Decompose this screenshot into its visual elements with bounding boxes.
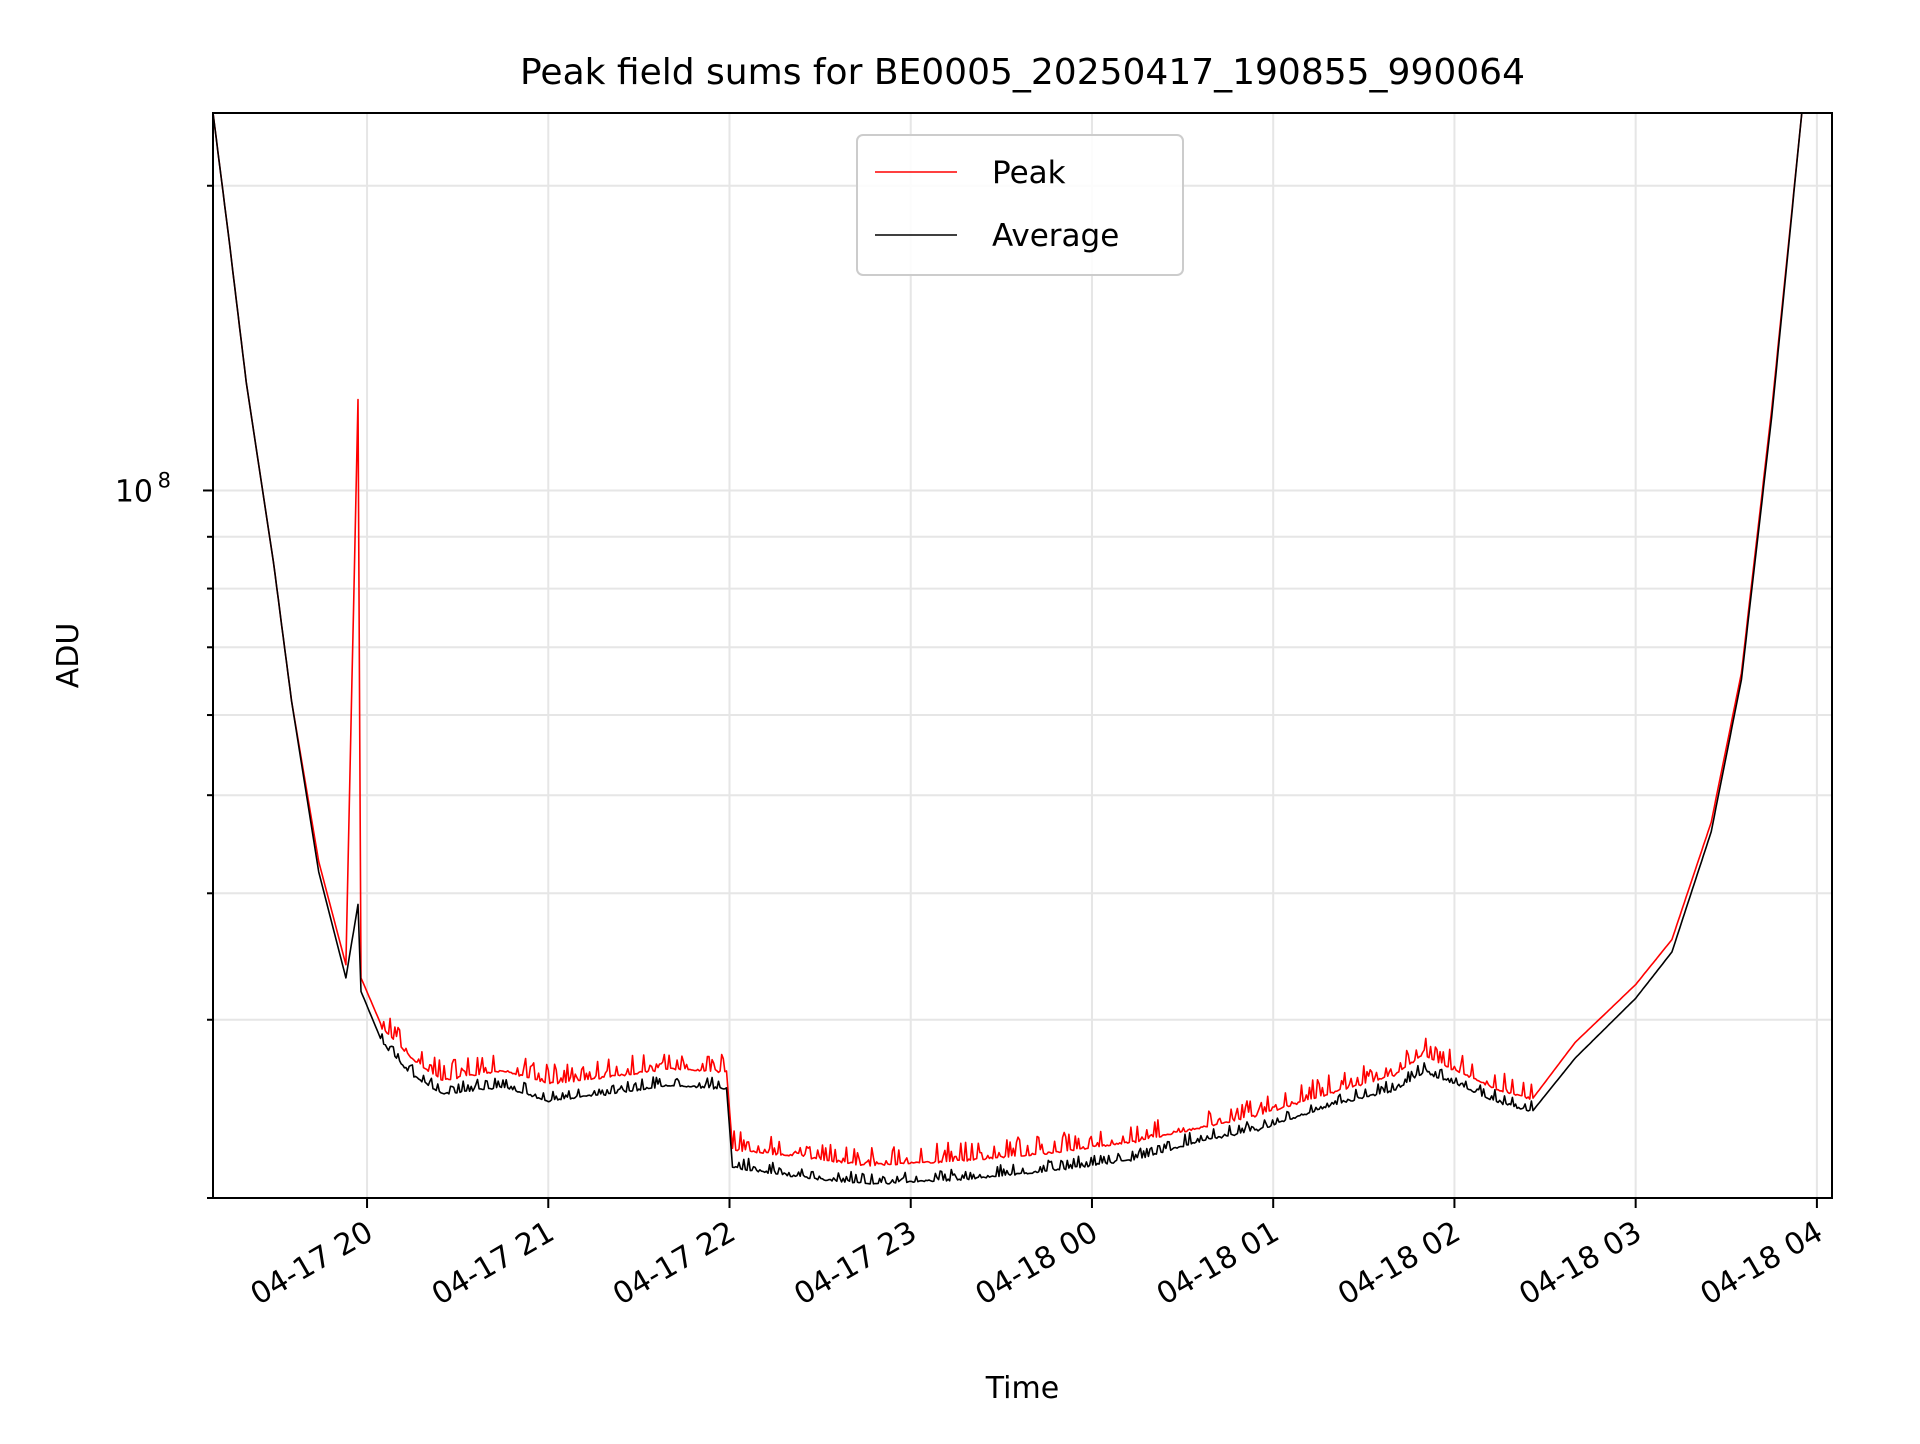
x-tick-label: 04-17 21 <box>426 1215 560 1313</box>
series-line-peak <box>212 112 1803 1167</box>
legend-label-average: Average <box>992 218 1119 254</box>
x-tick-label: 04-18 03 <box>1513 1215 1647 1313</box>
y-axis-label: ADU <box>51 623 86 689</box>
series-line-average <box>212 112 1803 1185</box>
legend-label-peak: Peak <box>992 155 1066 191</box>
series-layer <box>212 112 1803 1185</box>
x-axis-label: Time <box>985 1371 1059 1406</box>
x-tick-label: 04-18 00 <box>970 1215 1104 1313</box>
x-tick-label: 04-18 04 <box>1695 1215 1829 1313</box>
y-tick-label-exponent: 8 <box>158 468 171 492</box>
legend[interactable]: Peak Average <box>856 134 1184 276</box>
x-tick-label: 04-17 23 <box>788 1215 922 1313</box>
x-tick-label: 04-18 02 <box>1332 1215 1466 1313</box>
y-tick-label: 10 <box>115 474 153 509</box>
x-tick-label: 04-18 01 <box>1151 1215 1285 1313</box>
x-tick-label: 04-17 20 <box>245 1215 379 1313</box>
x-tick-label: 04-17 22 <box>607 1215 741 1313</box>
legend-box <box>856 134 1184 276</box>
grid <box>213 113 1832 1199</box>
plot-frame <box>212 112 1833 1199</box>
chart-title: Peak field sums for BE0005_20250417_1908… <box>520 52 1525 93</box>
